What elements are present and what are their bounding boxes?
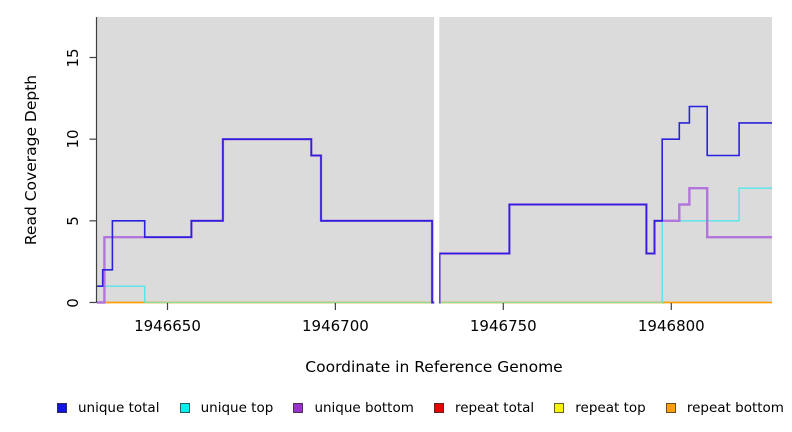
legend-label: repeat top (575, 400, 646, 416)
legend-color-swatch (554, 403, 565, 413)
legend-label: unique total (78, 400, 160, 416)
legend-item-unique-total: unique total (57, 400, 159, 416)
legend-color-swatch (665, 403, 676, 413)
x-tick-label: 1946800 (637, 317, 705, 335)
legend-label: repeat total (454, 400, 535, 416)
y-tick-label: 5 (64, 216, 82, 226)
legend-color-swatch (57, 403, 67, 413)
legend-color-swatch (293, 403, 304, 413)
x-tick-label: 1946650 (134, 317, 201, 335)
legend-item-unique-bottom: unique bottom (293, 400, 414, 416)
x-axis-title: Coordinate in Reference Genome (305, 358, 563, 376)
legend-label: unique bottom (314, 400, 414, 416)
legend-label: unique top (200, 400, 274, 416)
y-axis-title: Read Coverage Depth (22, 74, 40, 246)
legend-item-repeat-total: repeat total (433, 400, 535, 416)
y-tick-label: 10 (64, 129, 82, 149)
legend-color-swatch (179, 403, 190, 413)
legend-color-swatch (433, 403, 444, 413)
legend-item-repeat-bottom: repeat bottom (665, 400, 784, 416)
legend-item-repeat-top: repeat top (554, 400, 646, 416)
y-tick-label: 0 (64, 297, 82, 308)
legend: unique total unique top unique bottom repea… (0, 399, 792, 417)
y-tick-label: 15 (64, 47, 82, 68)
x-tick-label: 1946750 (469, 317, 537, 335)
legend-item-unique-top: unique top (179, 400, 274, 416)
x-tick-label: 1946700 (301, 317, 369, 335)
legend-label: repeat bottom (686, 400, 784, 416)
